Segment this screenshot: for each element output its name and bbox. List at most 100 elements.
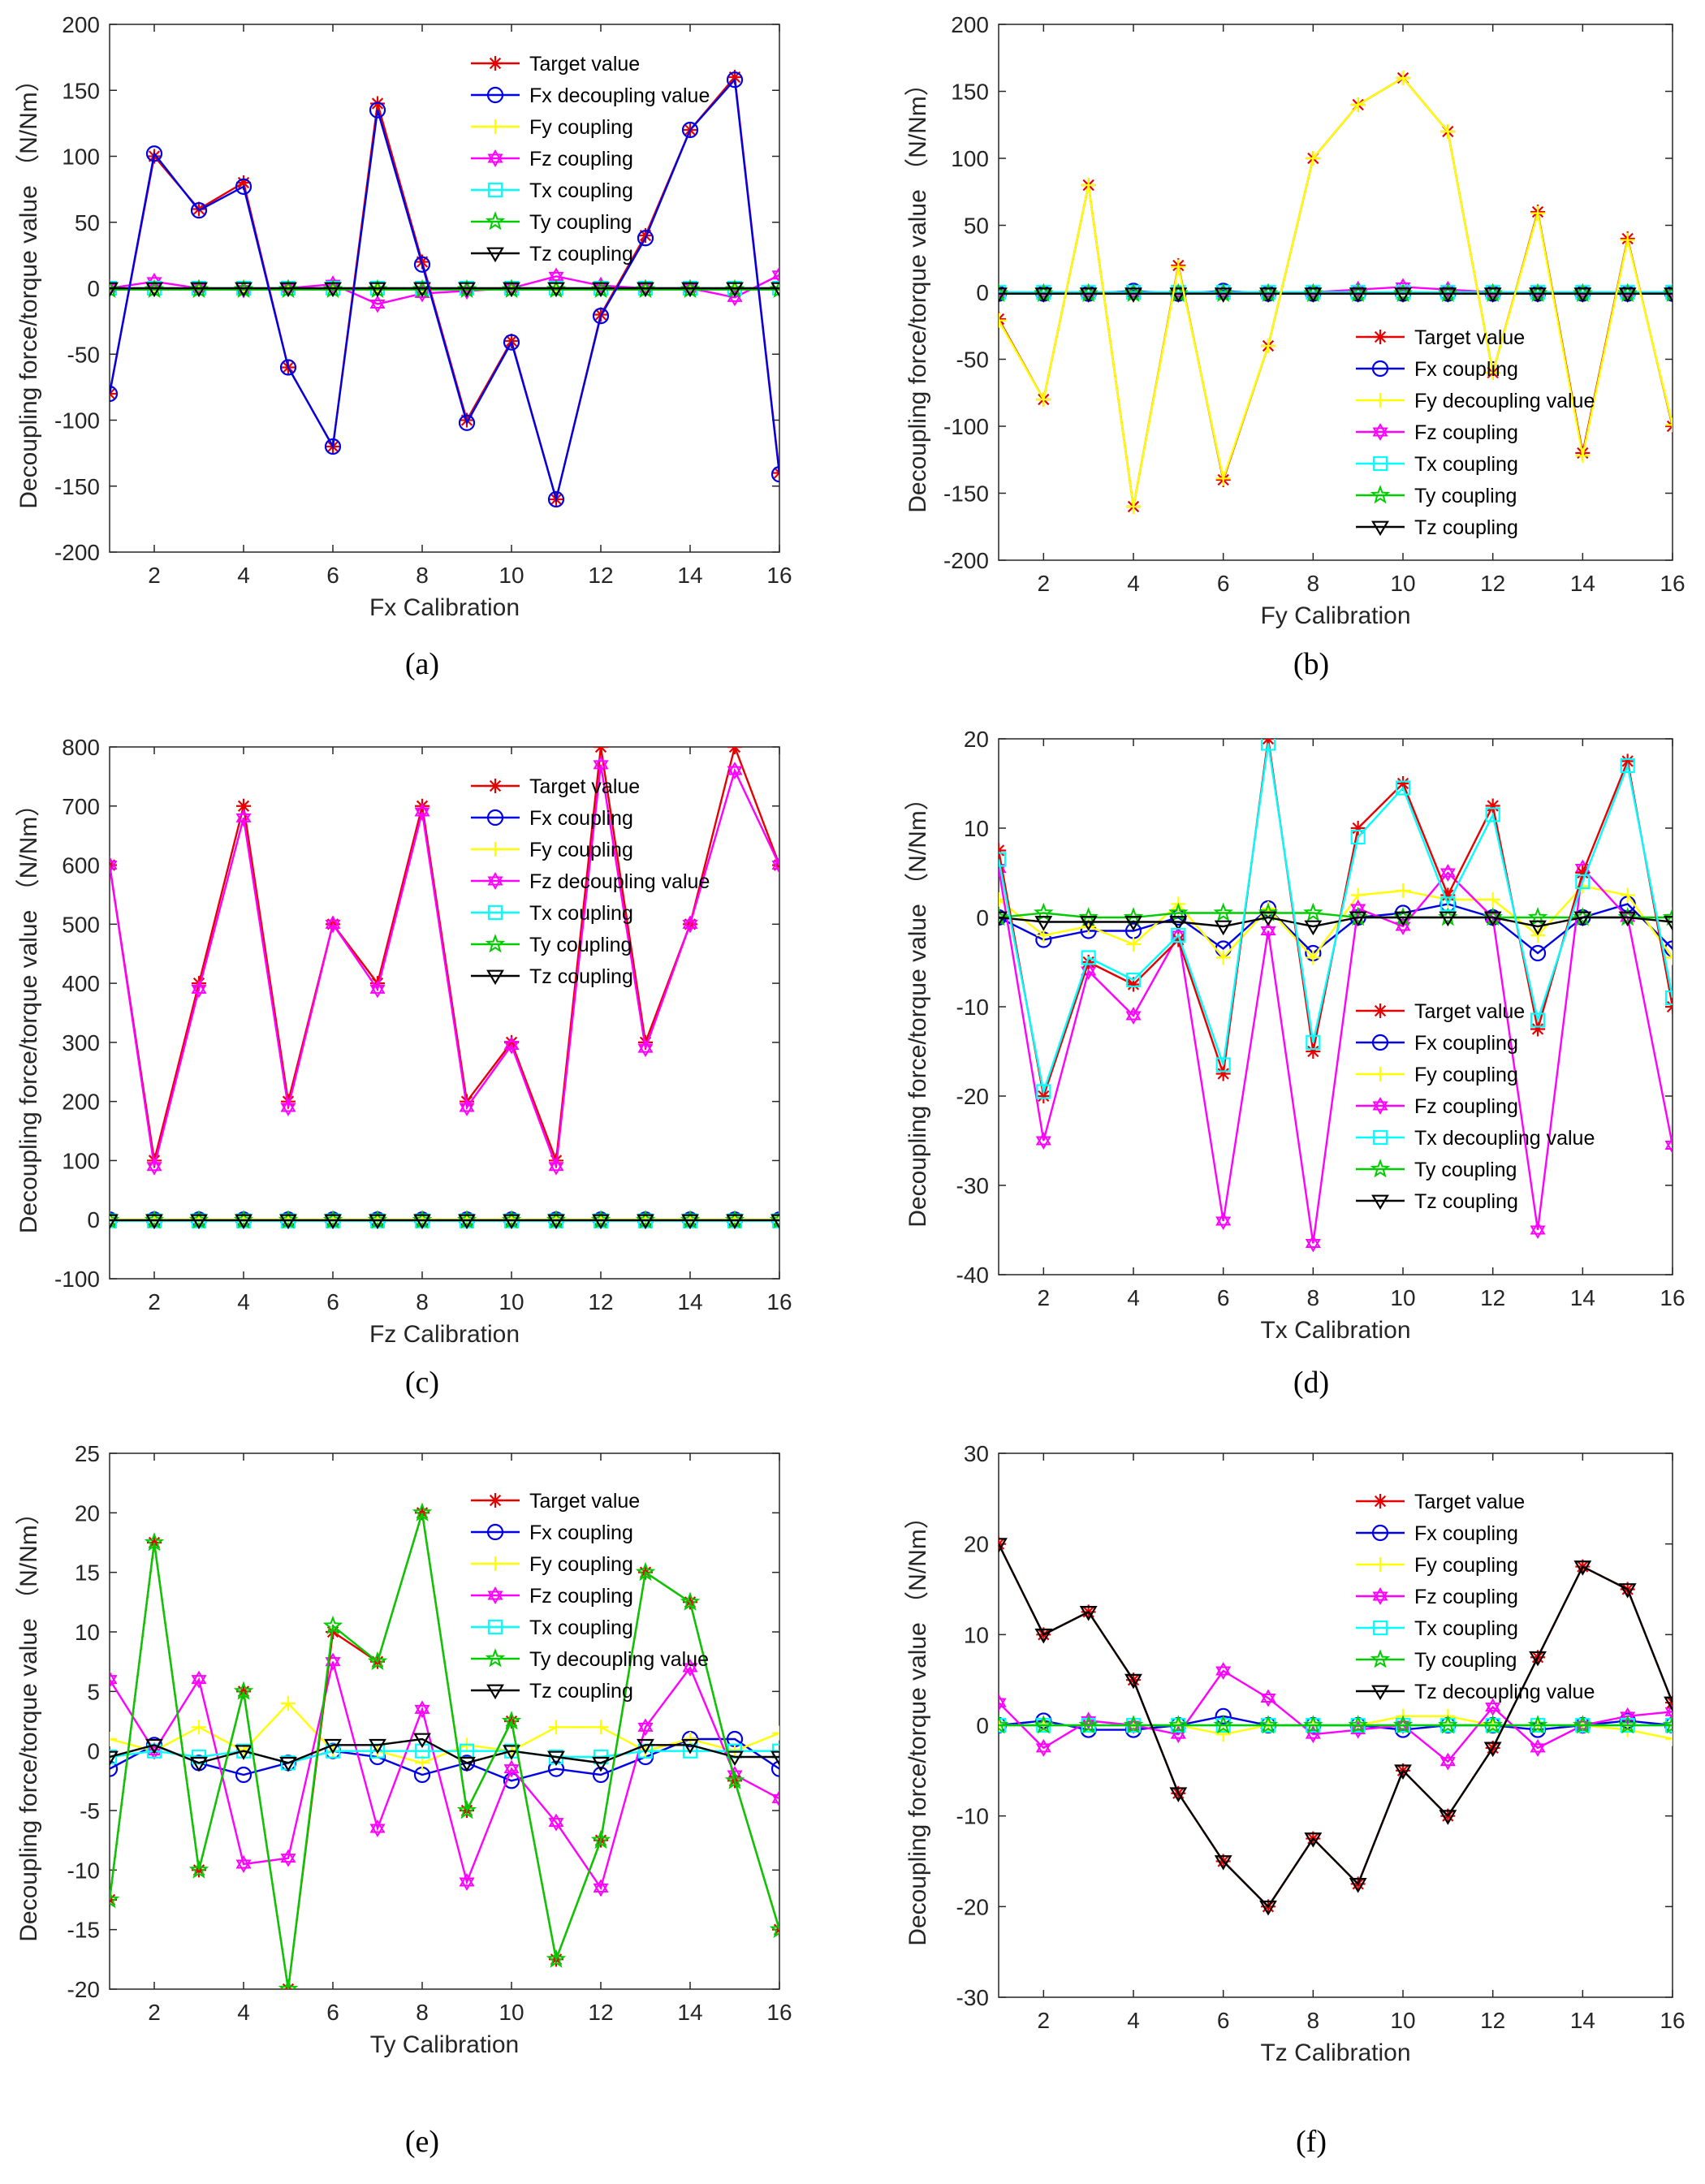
legend-entry: Fz coupling [529,1585,633,1608]
data-point-tz [1034,287,1053,303]
data-point-target [236,175,251,190]
x-tick-label: 10 [499,563,524,588]
data-point-ty [1662,907,1673,926]
data-point-fx [110,385,119,403]
data-point-tz [999,1538,1008,1553]
x-tick-label: 16 [1660,571,1685,596]
y-tick-label: 150 [951,80,989,105]
chart-panel-b: -200 -150 -100 -50 0 50 100 150 200 2 4 6 8 10 12 14 16 F… [904,12,1686,681]
data-point-tz [145,282,163,298]
y-tick-label: 0 [976,905,989,930]
legend-entry: Fx coupling [1414,1032,1518,1055]
data-point-tz [324,1738,342,1755]
data-point-tz [1034,916,1053,931]
legend-entry: Target value [529,775,640,798]
data-point-tx [1125,972,1142,988]
data-point-ty [1303,1715,1323,1734]
y-tick-label: 15 [75,1560,100,1586]
x-tick-label: 10 [1390,2008,1415,2033]
data-point-target [1081,955,1096,969]
data-point-tz [1304,1832,1323,1848]
data-point-ty [635,1561,656,1582]
chart-panel-f: -30 -20 -10 0 10 20 30 2 4 6 8 10 12 14 16 Tz Calibrati… [904,1441,1686,2159]
data-point-fz [1440,864,1456,882]
y-tick-label: 200 [62,12,100,37]
data-point-ty [501,1711,522,1730]
x-tick-label: 2 [1038,571,1051,596]
y-tick-label: -15 [67,1918,100,1943]
y-tick-label: -5 [80,1798,100,1824]
y-tick-label: -150 [54,474,100,499]
y-tick-label: 200 [62,1090,100,1115]
x-tick-label: 12 [1480,2008,1505,2033]
y-tick-label: -200 [54,540,100,565]
data-point-tz [235,282,253,298]
data-point-target [1126,977,1141,992]
data-point-fx [413,256,431,273]
x-tick-label: 2 [148,563,161,588]
data-point-fy [549,1720,563,1735]
data-point-fz [146,1157,162,1176]
data-point-tz [1214,920,1232,936]
series-tx [999,739,1673,1099]
data-point-tx [1350,829,1366,845]
data-point-tx [1620,757,1635,774]
data-point-tx [1260,739,1276,751]
data-point-fx [1215,1707,1232,1724]
series-fy [999,71,1673,514]
data-point-tz [235,1745,253,1760]
data-point-tz [145,1738,163,1755]
data-point-tz [279,282,297,298]
legend-marker-fz [487,1586,503,1605]
y-tick-label: -50 [67,342,100,367]
data-point-fy [1126,937,1141,952]
data-point-tz [324,282,342,298]
data-point-ty [1527,1715,1548,1734]
data-point-ty [278,1979,299,1989]
x-tick-label: 6 [1217,571,1230,596]
data-point-fz [548,1813,564,1832]
data-point-ty [1213,1715,1233,1734]
data-point-fx [145,145,163,162]
x-tick-label: 12 [588,1289,613,1314]
y-tick-label: 20 [964,1532,989,1557]
legend-entry: Tx coupling [529,1616,633,1639]
data-point-tz [726,1214,744,1230]
x-tick-label: 14 [1570,1285,1595,1310]
legend-entry: Fy decoupling value [1414,390,1595,412]
plot-area [109,746,780,1280]
y-tick-label: 200 [951,12,989,37]
data-point-tx [1215,1057,1231,1073]
y-tick-label: 700 [62,794,100,819]
data-point-fy [281,1696,296,1711]
data-point-tz [637,282,654,298]
data-point-fy [1350,97,1366,112]
y-tick-label: 100 [62,145,100,170]
x-tick-label: 12 [588,2000,613,2025]
data-point-tz [1124,287,1142,303]
data-point-tz [1169,1787,1188,1802]
y-tick-label: -10 [956,995,989,1020]
data-point-tz [503,282,520,298]
series-line-ty [999,912,1673,919]
data-point-ty [1034,1715,1054,1734]
data-point-tz [637,1738,654,1755]
legend-entry: Fx coupling [529,1521,633,1544]
legend-marker-tz [1371,520,1389,537]
x-axis-label: Fz Calibration [369,1321,520,1348]
y-axis-label: Decoupling force/torque value （N/Nm） [904,71,931,513]
legend-entry: Ty decoupling value [529,1648,709,1671]
panel-caption: (b) [1293,647,1329,681]
data-point-tz [1259,911,1277,927]
data-point-tz [145,1214,163,1230]
legend-marker-fz [1372,1586,1388,1606]
data-point-ty [1168,1715,1189,1734]
x-tick-label: 2 [1038,2008,1051,2033]
y-tick-label: -150 [943,481,989,507]
data-point-tz [547,282,565,298]
series-group [999,71,1673,514]
data-point-tx [1036,1084,1051,1099]
data-point-ty [412,1502,433,1521]
data-point-target [1485,798,1500,814]
data-point-tz [1483,1742,1502,1758]
